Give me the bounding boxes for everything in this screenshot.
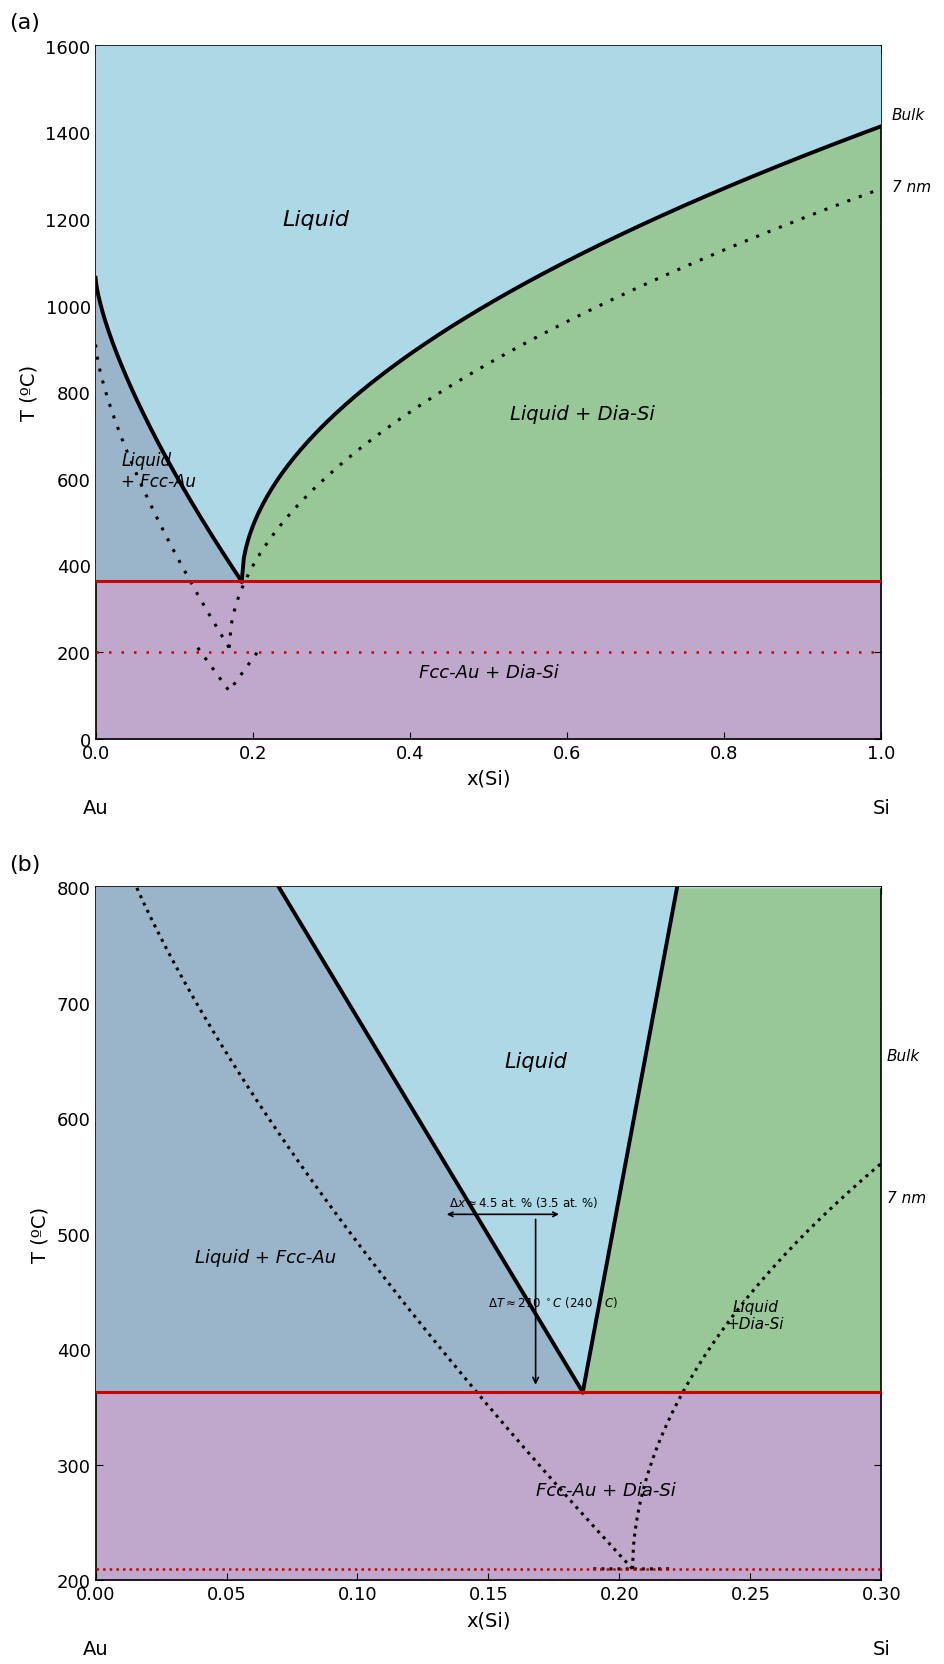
Text: $\Delta T \approx 210\ ^\circ C\ (240\ ^\circ C)$: $\Delta T \approx 210\ ^\circ C\ (240\ ^… (488, 1295, 618, 1310)
Y-axis label: T (ºC): T (ºC) (31, 1206, 50, 1263)
Text: Fcc-Au + Dia-Si: Fcc-Au + Dia-Si (418, 664, 558, 681)
Text: Si: Si (871, 799, 889, 817)
Text: Bulk: Bulk (890, 108, 924, 123)
X-axis label: x(Si): x(Si) (465, 769, 510, 789)
X-axis label: x(Si): x(Si) (465, 1611, 510, 1629)
Text: Liquid + Fcc-Au: Liquid + Fcc-Au (195, 1248, 336, 1266)
Polygon shape (95, 278, 242, 582)
Text: (a): (a) (9, 13, 40, 33)
Text: Liquid: Liquid (282, 210, 348, 230)
Text: Au: Au (83, 799, 109, 817)
Text: (b): (b) (9, 854, 41, 874)
Text: $\Delta x \approx 4.5$ at. % (3.5 at. %): $\Delta x \approx 4.5$ at. % (3.5 at. %) (448, 1193, 598, 1208)
Polygon shape (95, 889, 582, 1393)
Text: Liquid: Liquid (504, 1052, 566, 1072)
Polygon shape (242, 47, 881, 582)
Text: Liquid + Dia-Si: Liquid + Dia-Si (510, 404, 654, 424)
Text: Si: Si (871, 1639, 889, 1659)
Text: Fcc-Au + Dia-Si: Fcc-Au + Dia-Si (536, 1481, 676, 1499)
Text: Bulk: Bulk (885, 1048, 919, 1063)
Y-axis label: T (ºC): T (ºC) (20, 364, 39, 421)
Polygon shape (278, 889, 881, 1393)
Text: 7 nm: 7 nm (890, 180, 930, 195)
Text: Au: Au (83, 1639, 109, 1659)
Polygon shape (582, 889, 881, 1393)
Text: Liquid
+ Fcc-Au: Liquid + Fcc-Au (122, 451, 196, 491)
Text: 7 nm: 7 nm (885, 1190, 925, 1205)
Text: Liquid
+Dia-Si: Liquid +Dia-Si (726, 1300, 784, 1331)
Polygon shape (95, 47, 881, 582)
